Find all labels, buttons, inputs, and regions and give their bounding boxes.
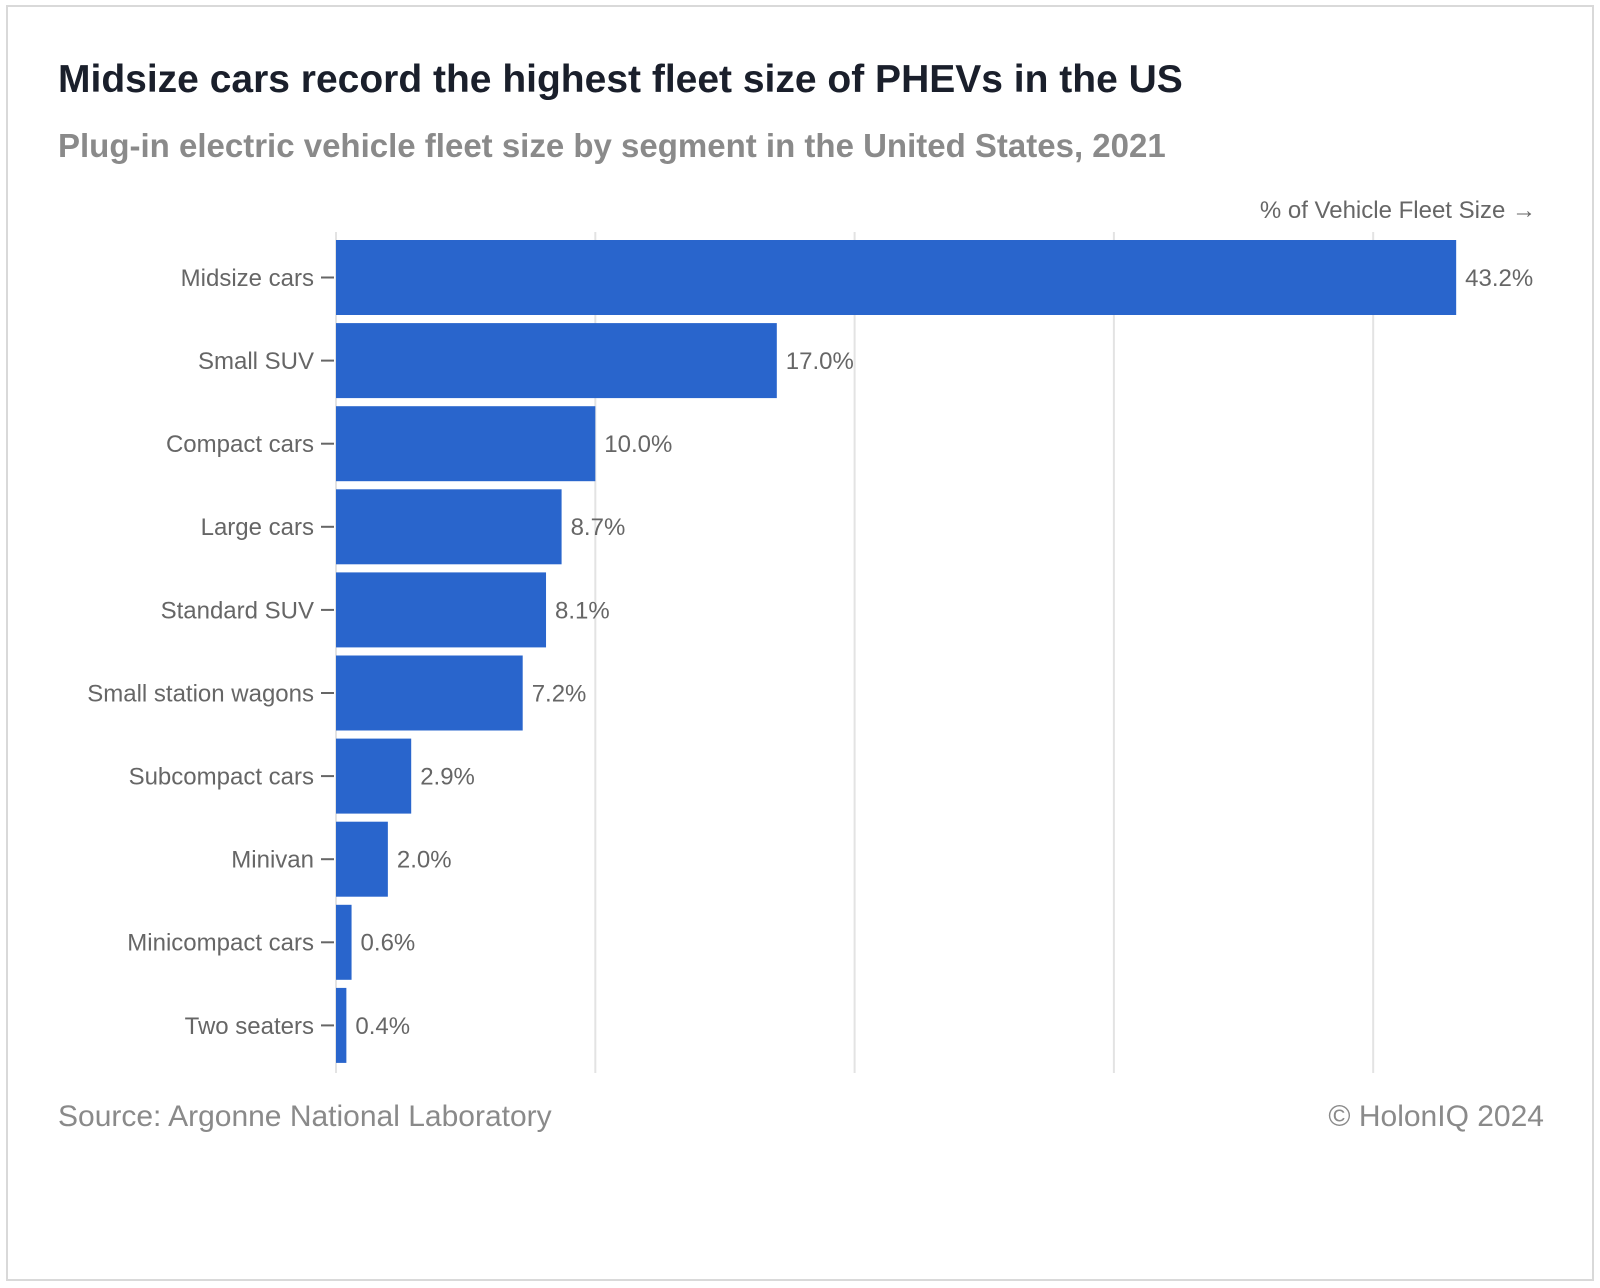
bar[interactable] (336, 655, 523, 731)
bar[interactable] (336, 489, 562, 565)
category-label: Small SUV (198, 348, 314, 375)
value-label: 10.0% (604, 431, 672, 458)
bar[interactable] (336, 572, 547, 648)
category-label: Compact cars (166, 431, 314, 458)
bar[interactable] (336, 406, 596, 482)
chart-card (6, 5, 1594, 1281)
category-label: Two seaters (185, 1013, 314, 1040)
x-axis-title: % of Vehicle Fleet Size → (1260, 197, 1536, 224)
bar[interactable] (336, 904, 352, 980)
value-label: 2.0% (397, 847, 452, 874)
copyright-note: © HolonIQ 2024 (1328, 1100, 1544, 1133)
bar[interactable] (336, 738, 412, 814)
category-label: Small station wagons (87, 680, 314, 707)
bar[interactable] (336, 987, 347, 1063)
bar[interactable] (336, 821, 388, 897)
category-label: Standard SUV (161, 597, 314, 624)
category-label: Subcompact cars (129, 764, 314, 791)
value-label: 17.0% (786, 348, 854, 375)
value-label: 43.2% (1465, 265, 1533, 292)
bars (336, 240, 1457, 1063)
value-labels: 43.2% 17.0% 10.0% 8.7% 8.1% 7.2% 2.9% 2.0% 0.6% 0… (355, 265, 1533, 1040)
chart-title: Midsize cars record the highest fleet si… (58, 58, 1183, 101)
category-label: Minicompact cars (127, 930, 314, 957)
bar[interactable] (336, 323, 777, 399)
value-label: 8.7% (571, 514, 626, 541)
category-label: Large cars (201, 514, 314, 541)
source-note: Source: Argonne National Laboratory (58, 1100, 552, 1133)
chart-subtitle: Plug-in electric vehicle fleet size by s… (58, 127, 1166, 164)
category-label: Minivan (231, 847, 314, 874)
value-label: 2.9% (420, 764, 475, 791)
category-labels: Midsize cars Small SUV Compact cars Large c… (87, 265, 334, 1040)
value-label: 0.4% (355, 1013, 410, 1040)
value-label: 7.2% (532, 680, 587, 707)
bar[interactable] (336, 240, 1457, 315)
value-label: 0.6% (361, 930, 416, 957)
category-label: Midsize cars (181, 265, 314, 292)
value-label: 8.1% (555, 597, 610, 624)
